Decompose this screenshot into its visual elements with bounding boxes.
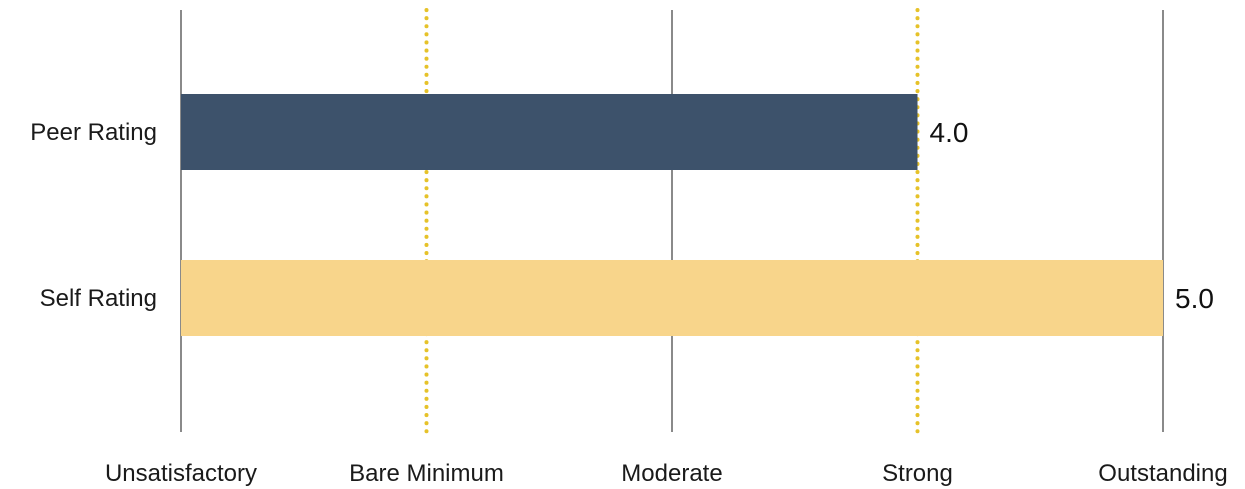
tick-label-moderate: Moderate (621, 460, 722, 487)
labels: Unsatisfactory Bare Minimum Moderate Strong… (30, 117, 1227, 487)
category-label-peer-rating: Peer Rating (30, 119, 157, 146)
bar-self-rating (181, 260, 1163, 336)
value-label-self-rating: 5.0 (1175, 283, 1214, 314)
grid-lines (180, 8, 1164, 434)
tick-label-strong: Strong (882, 460, 953, 487)
category-label-self-rating: Self Rating (40, 285, 157, 312)
tick-label-outstanding: Outstanding (1098, 460, 1227, 487)
bars (181, 94, 1163, 336)
value-label-peer-rating: 4.0 (930, 117, 969, 148)
tick-label-bare-minimum: Bare Minimum (349, 460, 504, 487)
tick-label-unsatisfactory: Unsatisfactory (105, 460, 257, 487)
bar-peer-rating (181, 94, 918, 170)
